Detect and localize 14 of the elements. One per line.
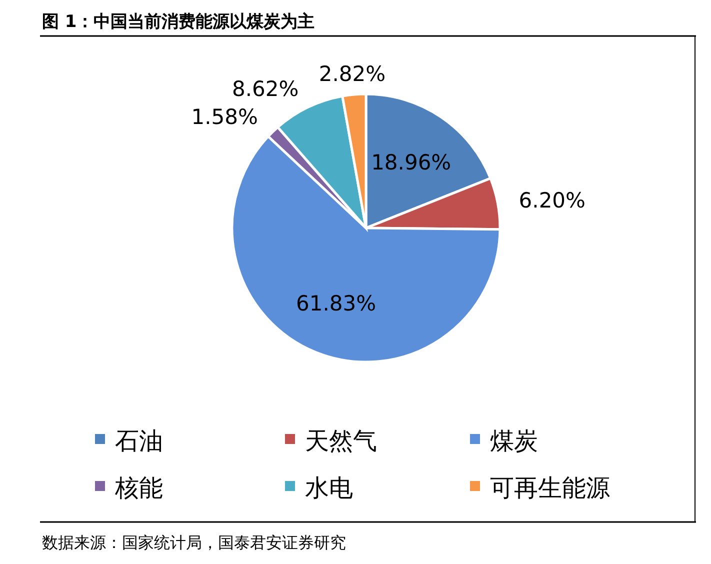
- legend-label: 石油: [115, 427, 163, 455]
- legend-label: 天然气: [305, 427, 377, 455]
- legend-label: 可再生能源: [490, 474, 610, 502]
- legend-label: 核能: [114, 474, 163, 502]
- data-label: 61.83%: [296, 292, 376, 316]
- data-label: 18.96%: [371, 150, 452, 174]
- data-label: 1.58%: [191, 105, 258, 130]
- source-note: 数据来源：国家统计局，国泰君安证券研究: [42, 533, 346, 552]
- data-label: 6.20%: [518, 188, 586, 212]
- data-label: 2.82%: [318, 62, 386, 86]
- legend-label: 水电: [305, 474, 353, 502]
- chart-title: 图 1：中国当前消费能源以煤炭为主: [42, 12, 315, 32]
- data-label: 8.62%: [232, 76, 299, 101]
- legend-label: 煤炭: [490, 427, 538, 455]
